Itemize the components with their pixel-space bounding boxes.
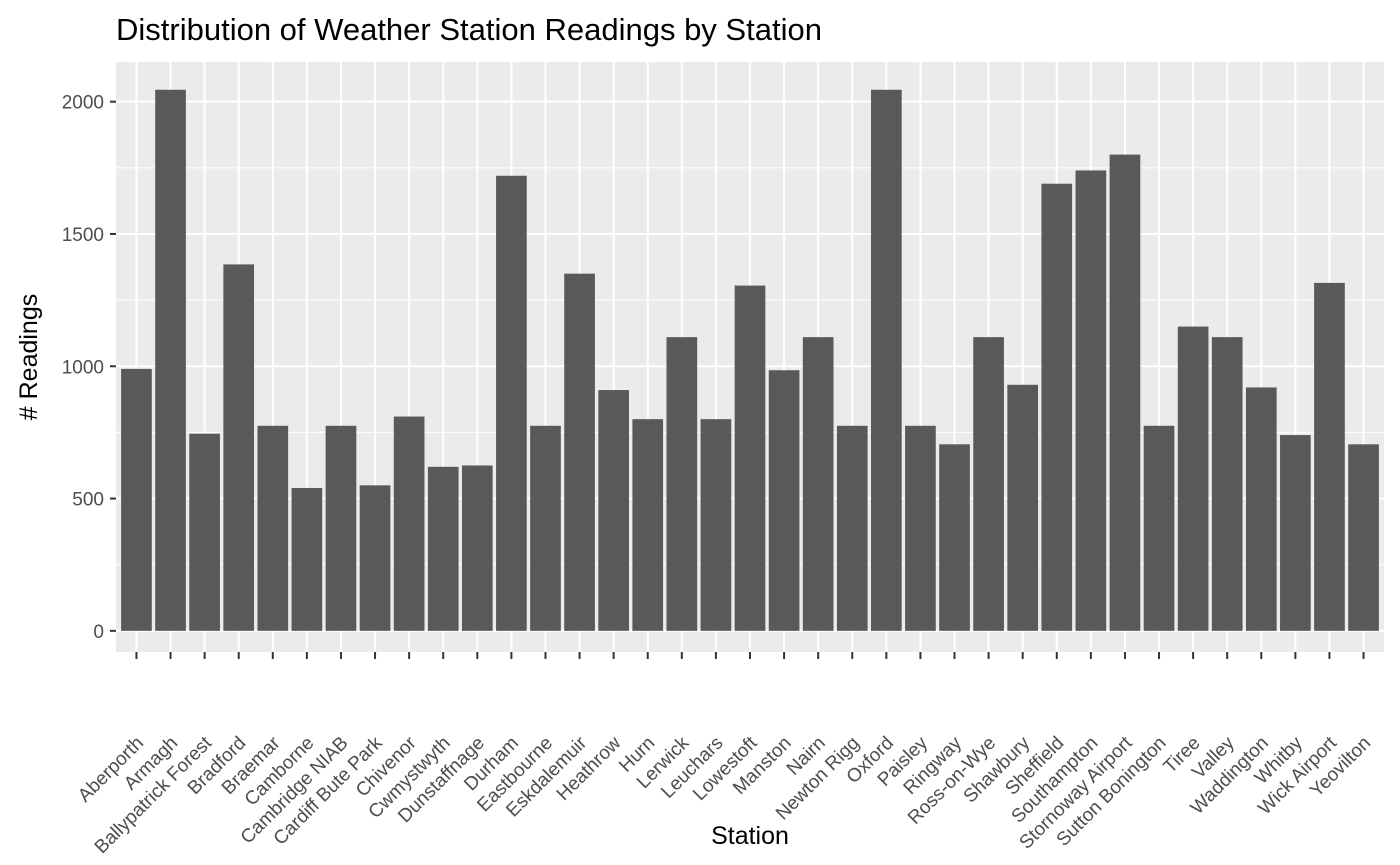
bar (1143, 425, 1175, 631)
y-axis: 0 500 1000 1500 2000 (62, 93, 116, 643)
bar (189, 433, 220, 631)
bar (393, 416, 425, 631)
bar (291, 487, 323, 631)
bar (973, 337, 1004, 631)
y-tick-label: 0 (93, 622, 104, 643)
bar (257, 425, 289, 631)
bar (1245, 387, 1277, 631)
bar (632, 419, 664, 631)
bar (598, 390, 629, 631)
chart-title: Distribution of Weather Station Readings… (116, 12, 822, 47)
bar (427, 466, 459, 631)
y-tick-label: 1500 (62, 225, 104, 246)
bar (461, 465, 493, 631)
bar (768, 370, 800, 631)
bar (939, 444, 970, 631)
bar (325, 425, 357, 631)
y-tick-label: 500 (72, 490, 104, 511)
bar (836, 425, 868, 631)
bar (1177, 326, 1209, 631)
bar (530, 425, 561, 631)
bar (359, 485, 391, 631)
bar (121, 368, 152, 631)
bar (496, 175, 527, 631)
bar (1280, 435, 1311, 631)
bar (1348, 444, 1379, 631)
y-tick-label: 1000 (62, 357, 104, 378)
bar (734, 285, 766, 631)
bar (1041, 183, 1073, 631)
bar (1075, 170, 1107, 631)
bar (1211, 337, 1243, 631)
bar (1007, 384, 1039, 631)
bar (700, 419, 732, 631)
y-tick-label: 2000 (62, 93, 104, 114)
bar (564, 273, 595, 631)
bar (666, 337, 698, 631)
bar (1109, 154, 1141, 631)
y-axis-title: # Readings (15, 294, 43, 420)
bar (1314, 282, 1345, 631)
bar (905, 425, 936, 631)
bars (121, 89, 1379, 631)
bar (223, 264, 255, 631)
bar (802, 337, 834, 631)
bar (871, 89, 902, 631)
bar (155, 89, 186, 631)
x-axis-title: Station (711, 822, 789, 850)
